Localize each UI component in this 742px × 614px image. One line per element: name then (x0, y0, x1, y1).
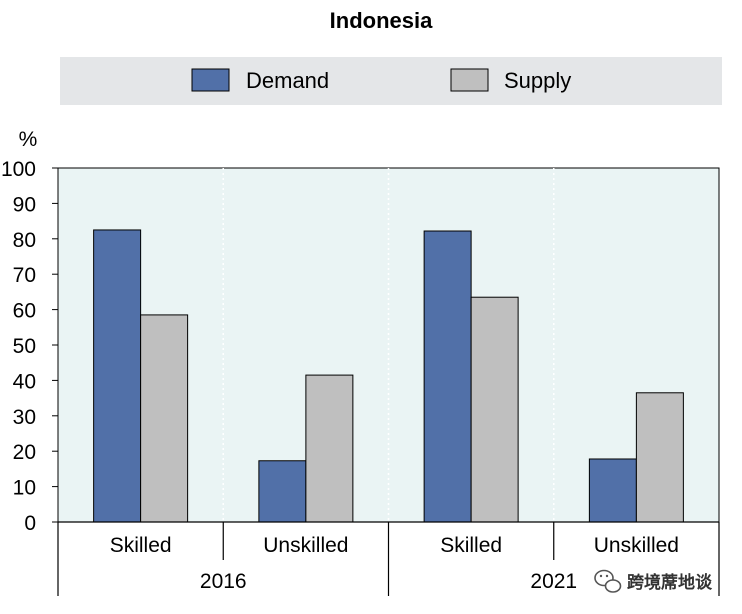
x-tick-label: Unskilled (594, 534, 679, 557)
bar-supply-skilled (470, 296, 519, 523)
y-tick-label: 60 (13, 300, 36, 323)
wechat-icon (594, 569, 622, 593)
legend-swatch-supply (450, 68, 489, 92)
gridlines (222, 168, 555, 522)
watermark-text: 跨境蓆地谈 (627, 572, 713, 593)
bar-demand-skilled (423, 230, 472, 523)
y-tick-label: 100 (1, 158, 36, 181)
y-axis: 0 10 20 30 40 50 60 70 80 90 100 (1, 158, 58, 535)
y-tick-label: 30 (13, 406, 36, 429)
x-group-label: 2021 (530, 570, 577, 593)
y-axis-label: % (19, 128, 38, 151)
bar-demand-unskilled (588, 458, 637, 523)
bars (93, 229, 684, 523)
bar-supply-unskilled (305, 374, 354, 523)
watermark: 跨境蓆地谈 (594, 569, 713, 593)
x-axis: Skilled Unskilled Skilled Unskilled 2016 2021 (57, 521, 720, 596)
y-tick-label: 0 (24, 512, 36, 535)
legend-label-demand: Demand (246, 68, 329, 93)
bar-demand-unskilled (258, 460, 307, 523)
legend: Demand Supply (191, 68, 571, 93)
x-tick-label: Skilled (440, 534, 502, 557)
x-group-label: 2016 (200, 570, 247, 593)
legend-label-supply: Supply (504, 68, 571, 93)
y-tick-label: 70 (13, 264, 36, 287)
legend-background (60, 57, 722, 105)
x-tick-label: Unskilled (263, 534, 348, 557)
chart-title: Indonesia (330, 8, 433, 33)
y-tick-label: 20 (13, 441, 36, 464)
bar-demand-skilled (93, 229, 142, 523)
legend-swatch-demand (191, 68, 230, 92)
x-tick-label: Skilled (110, 534, 172, 557)
y-tick-label: 90 (13, 193, 36, 216)
bar-supply-skilled (140, 314, 189, 523)
y-tick-label: 80 (13, 229, 36, 252)
y-tick-label: 50 (13, 335, 36, 358)
y-tick-label: 10 (13, 477, 36, 500)
bar-supply-unskilled (635, 392, 684, 523)
y-tick-label: 40 (13, 370, 36, 393)
